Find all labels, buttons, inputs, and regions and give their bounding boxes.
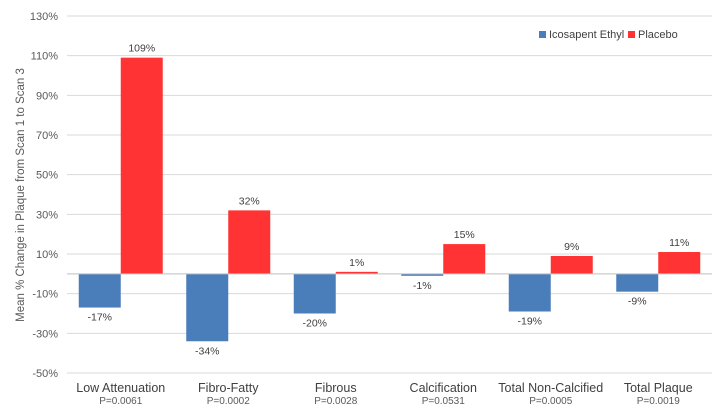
bar-placebo — [120, 57, 163, 274]
legend-label-icosapent-ethyl: Icosapent Ethyl — [549, 29, 624, 41]
data-label: 11% — [669, 237, 689, 249]
y-tick-label: -50% — [32, 368, 58, 380]
category-label: Total Non-Calcified — [498, 381, 603, 395]
y-tick-label: 70% — [36, 130, 58, 142]
category-label: Calcification — [410, 381, 477, 395]
bar-icosapent-ethyl — [293, 273, 336, 314]
legend-swatch-placebo — [628, 31, 635, 38]
p-value-label: P=0.0005 — [529, 396, 573, 407]
gridlines — [67, 15, 712, 374]
bars — [78, 57, 701, 342]
category-label: Total Plaque — [624, 381, 693, 395]
data-label: -34% — [195, 345, 220, 357]
p-value-label: P=0.0531 — [422, 396, 466, 407]
p-value-label: P=0.0061 — [99, 396, 143, 407]
y-tick-label: 130% — [30, 11, 58, 23]
y-tick-label: 10% — [36, 249, 58, 261]
y-axis-ticks: -50% -30% -10% 10% 30% 50% 70% 90% 110% 130% — [30, 11, 58, 380]
data-label: 1% — [349, 257, 364, 269]
data-label: -19% — [517, 316, 542, 328]
bar-placebo — [335, 271, 378, 274]
p-value-label: P=0.0019 — [637, 396, 681, 407]
category-label: Fibro-Fatty — [198, 381, 259, 395]
y-axis-label: Mean % Change in Plaque from Scan 1 to S… — [15, 68, 27, 322]
data-labels: -17% 109% -34% 32% -20% 1% -1% 15% -19% 9% -9% 11% — [87, 43, 689, 358]
data-label: 9% — [564, 241, 579, 253]
data-label: 15% — [454, 229, 475, 241]
bar-icosapent-ethyl — [616, 273, 659, 292]
data-label: -20% — [302, 318, 327, 330]
bar-placebo — [443, 244, 486, 274]
x-axis-categories: Low AttenuationP=0.0061Fibro-FattyP=0.00… — [76, 381, 692, 407]
data-label: 32% — [239, 195, 260, 207]
data-label: 109% — [128, 43, 155, 55]
y-tick-label: -30% — [32, 328, 58, 340]
legend-swatch-icosapent-ethyl — [539, 31, 546, 38]
data-label: -17% — [87, 312, 112, 324]
p-value-label: P=0.0028 — [314, 396, 358, 407]
bar-icosapent-ethyl — [508, 273, 551, 312]
y-tick-label: 90% — [36, 90, 58, 102]
legend: Icosapent Ethyl Placebo — [539, 29, 678, 41]
category-label: Fibrous — [315, 381, 357, 395]
y-tick-label: -10% — [32, 289, 58, 301]
data-label: -1% — [413, 280, 432, 292]
y-tick-label: 110% — [31, 51, 59, 63]
bar-icosapent-ethyl — [78, 273, 121, 308]
bar-placebo — [550, 255, 593, 274]
p-value-label: P=0.0002 — [207, 396, 251, 407]
y-tick-label: 30% — [36, 209, 58, 221]
bar-placebo — [228, 210, 271, 274]
y-tick-label: 50% — [36, 170, 58, 182]
bar-placebo — [658, 252, 701, 274]
bar-icosapent-ethyl — [186, 273, 229, 342]
bar-icosapent-ethyl — [401, 273, 444, 276]
legend-label-placebo: Placebo — [638, 29, 678, 41]
data-label: -9% — [628, 296, 647, 308]
category-label: Low Attenuation — [76, 381, 165, 395]
